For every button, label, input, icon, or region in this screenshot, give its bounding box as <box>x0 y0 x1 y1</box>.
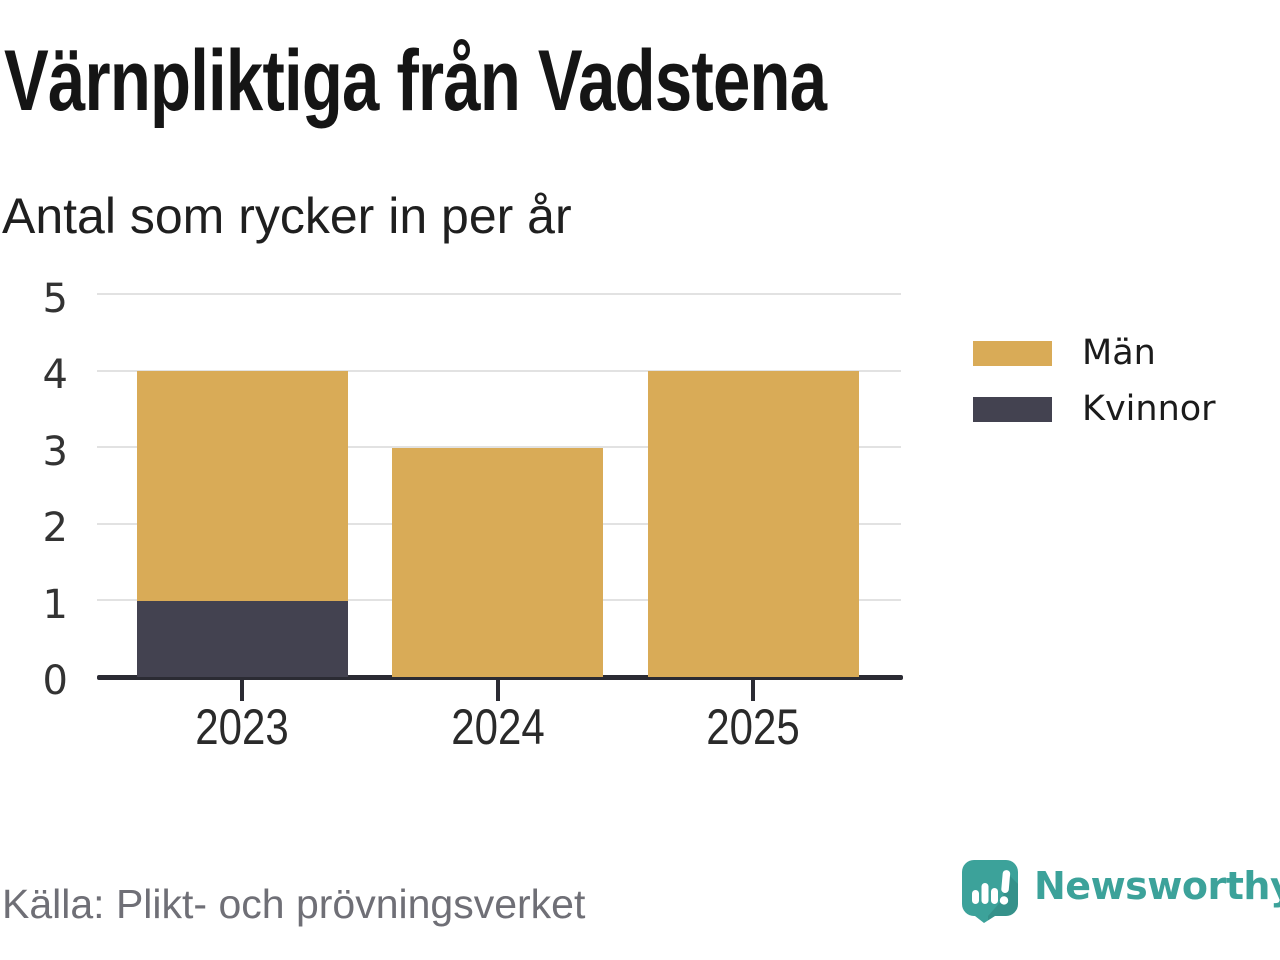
logo-bar-2 <box>981 883 989 904</box>
bar-män-2025 <box>647 371 859 677</box>
newsworthy-logo: Newsworthy <box>962 860 1280 923</box>
chart-subtitle: Antal som rycker in per år <box>2 188 572 244</box>
gridline-y5 <box>97 293 901 295</box>
logo-bar-1 <box>972 890 979 904</box>
legend-item-män: Män <box>973 332 1156 373</box>
y-axis-label-4: 4 <box>42 352 68 398</box>
gridline-y4 <box>97 369 901 372</box>
bar-män-2024 <box>392 447 603 677</box>
legend-swatch-kvinnor <box>973 396 1052 422</box>
x-axis-label-2023: 2023 <box>195 699 289 755</box>
bar-män-2023 <box>136 371 348 601</box>
x-tick-2024 <box>495 680 500 701</box>
y-axis-label-3: 3 <box>42 428 68 475</box>
newsworthy-logo-text: Newsworthy <box>1034 864 1280 908</box>
legend-item-kvinnor: Kvinnor <box>973 388 1216 429</box>
y-axis-label-0: 0 <box>42 658 68 704</box>
newsworthy-logo-icon <box>962 860 1018 923</box>
logo-exclamation <box>999 870 1011 905</box>
legend-label-kvinnor: Kvinnor <box>1082 388 1216 429</box>
y-axis-label-2: 2 <box>42 505 68 551</box>
y-axis-label-1: 1 <box>42 581 68 628</box>
source-note: Källa: Plikt- och prövningsverket <box>2 881 586 927</box>
gridline-y3 <box>97 446 901 448</box>
chart-title: Värnpliktiga från Vadstena <box>4 33 827 129</box>
bar-kvinnor-2023 <box>136 600 348 677</box>
x-tick-2023 <box>240 680 244 701</box>
x-axis-line <box>97 675 903 680</box>
x-axis-label-2025: 2025 <box>706 699 800 755</box>
legend-swatch-män <box>973 340 1052 366</box>
y-axis-label-5: 5 <box>42 275 68 322</box>
x-tick-2025 <box>751 680 755 701</box>
x-axis-label-2024: 2024 <box>450 699 545 755</box>
legend-label-män: Män <box>1082 332 1156 373</box>
logo-bar-3 <box>991 888 998 904</box>
